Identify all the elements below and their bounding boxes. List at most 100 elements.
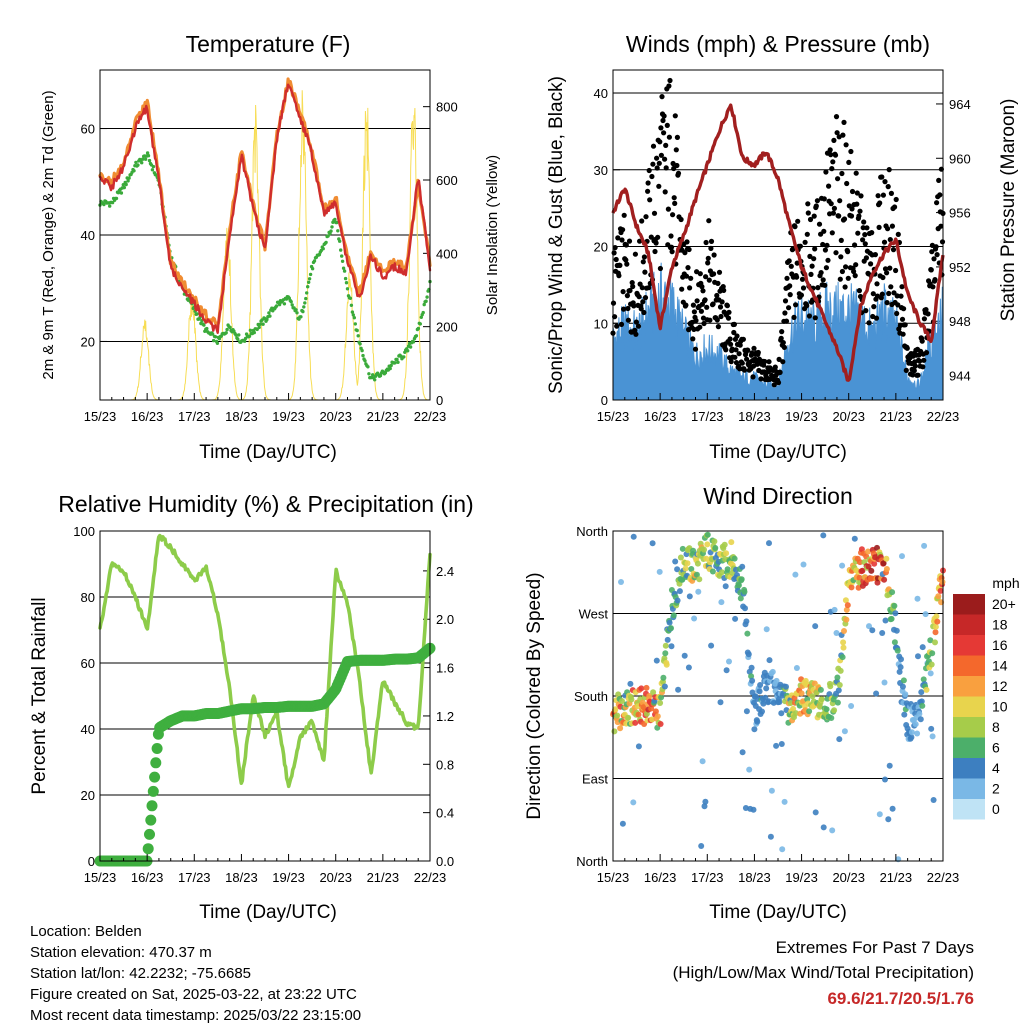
gust-point [620, 289, 626, 295]
temperature-frame [99, 69, 431, 401]
gust-point [728, 359, 734, 365]
gust-point [697, 271, 703, 277]
dewpoint-point [321, 247, 325, 251]
dewpoint-point [353, 322, 357, 326]
direction-point [684, 560, 691, 567]
direction-point [718, 599, 725, 606]
dewpoint-point [338, 239, 342, 243]
dewpoint-point [267, 311, 271, 315]
gust-point [708, 238, 715, 244]
gust-point [860, 225, 866, 231]
direction-point [741, 588, 748, 595]
direction-point [704, 541, 711, 548]
dewpoint-point [224, 331, 228, 335]
legend-swatch [953, 655, 985, 676]
precip-point [142, 843, 154, 855]
direction-point [916, 710, 923, 717]
gust-point [791, 314, 797, 320]
gust-point [762, 358, 768, 365]
winds-frame [612, 69, 944, 401]
dewpoint-point [326, 234, 330, 238]
gust-point [912, 363, 918, 369]
gust-point [623, 257, 629, 263]
direction-point [661, 655, 668, 662]
gust-point [698, 308, 705, 314]
gust-point [825, 257, 831, 263]
rh-xtick-label: 17/23 [178, 870, 211, 885]
dewpoint-point [335, 220, 339, 225]
gust-point [633, 331, 639, 337]
direction-point [668, 625, 674, 632]
direction-point [879, 630, 886, 636]
direction-point [661, 683, 668, 690]
direction-point [851, 535, 858, 542]
direction-point [820, 824, 827, 831]
dewpoint-point [366, 365, 370, 369]
gust-point [784, 275, 790, 281]
direction-point [876, 811, 883, 818]
solar-ytick-label: 600 [436, 173, 458, 188]
direction-point [921, 542, 928, 549]
gust-point [857, 208, 863, 214]
gust-point [917, 358, 923, 364]
gust-point [718, 313, 724, 320]
rh-ytick-label: 100 [73, 524, 95, 539]
dewpoint-point [211, 338, 216, 343]
gust-point [806, 313, 813, 319]
gust-point [845, 249, 851, 255]
gust-point [717, 304, 724, 310]
gust-point [818, 270, 824, 276]
dir-xtick-label: 18/23 [738, 870, 771, 885]
gust-point [739, 360, 745, 366]
gust-point [831, 205, 838, 211]
direction-point [920, 676, 927, 683]
direction-point [721, 541, 728, 548]
direction-point [831, 606, 838, 613]
pressure-ytick-label: 948 [949, 314, 971, 329]
dewpoint-point [114, 196, 119, 201]
gust-point [624, 293, 631, 299]
pressure-ytick-label: 960 [949, 151, 971, 166]
gust-point [693, 317, 699, 324]
gust-point [664, 122, 670, 128]
gust-point [668, 233, 674, 239]
direction-point [654, 713, 661, 720]
gust-point [887, 237, 893, 243]
gust-point [726, 309, 732, 315]
gust-point [656, 160, 662, 166]
direction-point [880, 560, 887, 567]
direction-point [787, 700, 794, 706]
gust-point [750, 374, 756, 380]
gust-point [688, 275, 694, 281]
gust-point [863, 255, 870, 261]
direction-point [632, 719, 639, 726]
gust-point [928, 267, 934, 273]
gust-point [705, 255, 711, 261]
dewpoint-point [355, 328, 359, 333]
direction-point [865, 563, 872, 570]
gust-point [898, 293, 904, 299]
gust-point [632, 251, 639, 257]
gust-point [797, 243, 804, 249]
direction-point [891, 639, 898, 646]
legend-label: 4 [992, 760, 1000, 776]
gust-point [780, 340, 786, 346]
gust-point [692, 346, 699, 352]
gust-point [678, 216, 684, 223]
gust-point [892, 204, 898, 210]
dewpoint-point [406, 349, 410, 353]
direction-point [653, 657, 660, 664]
gust-point [669, 249, 675, 255]
gust-point [821, 196, 827, 202]
legend-swatch [953, 696, 985, 717]
direction-point [672, 558, 679, 565]
dir-xtick-label: 17/23 [691, 870, 724, 885]
dewpoint-point [210, 332, 215, 336]
direction-point [739, 749, 746, 756]
dewpoint-point [378, 373, 383, 378]
direction-frame [612, 530, 944, 862]
gust-point [623, 242, 629, 248]
gust-point [672, 200, 678, 206]
direction-point [619, 698, 625, 705]
gust-point [685, 265, 691, 271]
